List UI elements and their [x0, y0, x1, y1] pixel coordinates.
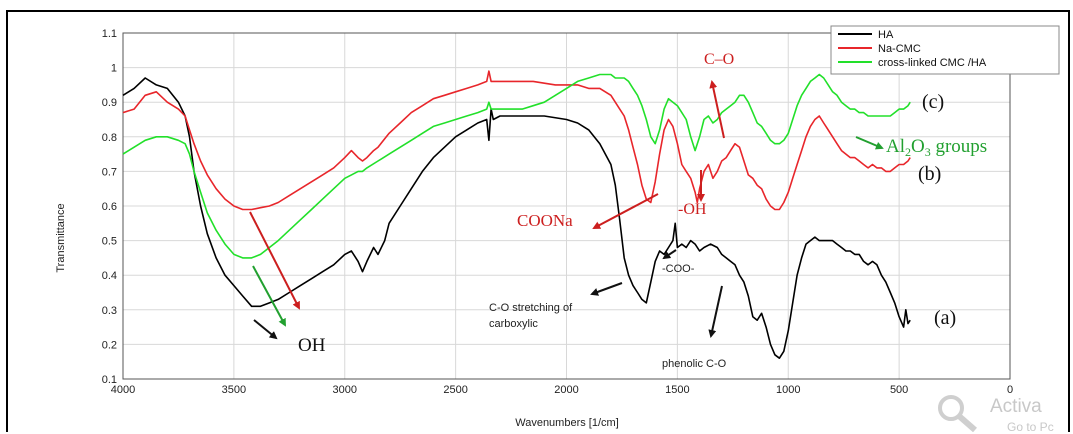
y-tick-label-9: 1 [111, 63, 117, 75]
x-tick-label-5: 1500 [665, 384, 689, 396]
x-tick-label-3: 2500 [443, 384, 467, 396]
x-tick-label-4: 2000 [554, 384, 578, 396]
legend-label-crosslinked: cross-linked CMC /HA [878, 57, 987, 69]
y-tick-label-3: 0.4 [102, 270, 117, 282]
figure-frame [6, 10, 1070, 432]
y-tick-label-7: 0.8 [102, 132, 117, 144]
curve-label-a: (a) [934, 307, 956, 329]
series-line-na-cmc [122, 70, 911, 211]
annot-oh: OH [298, 335, 326, 356]
x-tick-label-0: 4000 [111, 384, 135, 396]
y-tick-label-5: 0.6 [102, 201, 117, 213]
annot-al2o3: Al2O3 groups [886, 136, 987, 159]
y-axis-label: Transmittance [55, 203, 67, 272]
watermark-subtext: Go to Pc [1007, 420, 1054, 434]
arrow-al2o3 [855, 136, 884, 150]
x-tick-label-6: 1000 [776, 384, 800, 396]
y-tick-label-10: 1.1 [102, 28, 117, 40]
annot-co-stretch-line2: carboxylic [489, 318, 538, 330]
x-axis-label: Wavenumbers [1/cm] [515, 417, 619, 429]
curve-label-c: (c) [922, 91, 944, 113]
annot-al2o3-tail: groups [931, 136, 987, 157]
y-tick-label-4: 0.5 [102, 236, 117, 248]
annot-c-o-top: C–O [704, 51, 734, 68]
watermark-icon [938, 395, 977, 432]
legend: HA Na-CMC cross-linked CMC /HA [830, 25, 1060, 75]
series-line-crosslinked [122, 73, 911, 259]
annot-al2o3-sub1: 2 [905, 145, 911, 159]
legend-label-na-cmc: Na-CMC [878, 43, 921, 55]
axes: 4000 3500 3000 2500 2000 1500 1000 500 0 0.1 0.2 0.… [102, 28, 1013, 396]
arrow-oh-green [252, 265, 286, 327]
annot-oh-minus: -OH [678, 201, 707, 218]
x-tick-label-2: 3000 [333, 384, 357, 396]
y-tick-label-2: 0.3 [102, 305, 117, 317]
annot-al2o3-sub2: 3 [925, 145, 931, 159]
x-tick-label-8: 0 [1007, 384, 1013, 396]
arrow-co-stretch [590, 282, 623, 296]
y-tick-label-1: 0.2 [102, 339, 117, 351]
arrow-coona [592, 193, 659, 229]
watermark-text: Activa [990, 396, 1042, 417]
arrow-c-o-top [709, 80, 725, 139]
legend-label-ha: HA [878, 29, 894, 41]
x-tick-label-7: 500 [890, 384, 908, 396]
y-tick-label-8: 0.9 [102, 97, 117, 109]
annot-coo: -COO- [662, 263, 695, 275]
series-line-ha [122, 77, 911, 359]
annot-coona: COONa [517, 211, 573, 230]
arrow-oh-black [253, 319, 278, 340]
plot-area-border [122, 32, 1011, 380]
annot-phenolic: phenolic C-O [662, 358, 727, 370]
annot-al2o3-o: O [911, 136, 925, 157]
annot-al2o3-al: Al [886, 136, 905, 157]
x-tick-label-1: 3500 [222, 384, 246, 396]
y-tick-label-0: 0.1 [102, 374, 117, 386]
arrow-oh-red [249, 211, 300, 310]
arrow-coo [662, 249, 677, 260]
annot-co-stretch-line1: C-O stretching of [489, 302, 573, 314]
arrow-phenolic [708, 285, 723, 338]
curve-label-b: (b) [918, 163, 941, 185]
y-tick-label-6: 0.7 [102, 166, 117, 178]
